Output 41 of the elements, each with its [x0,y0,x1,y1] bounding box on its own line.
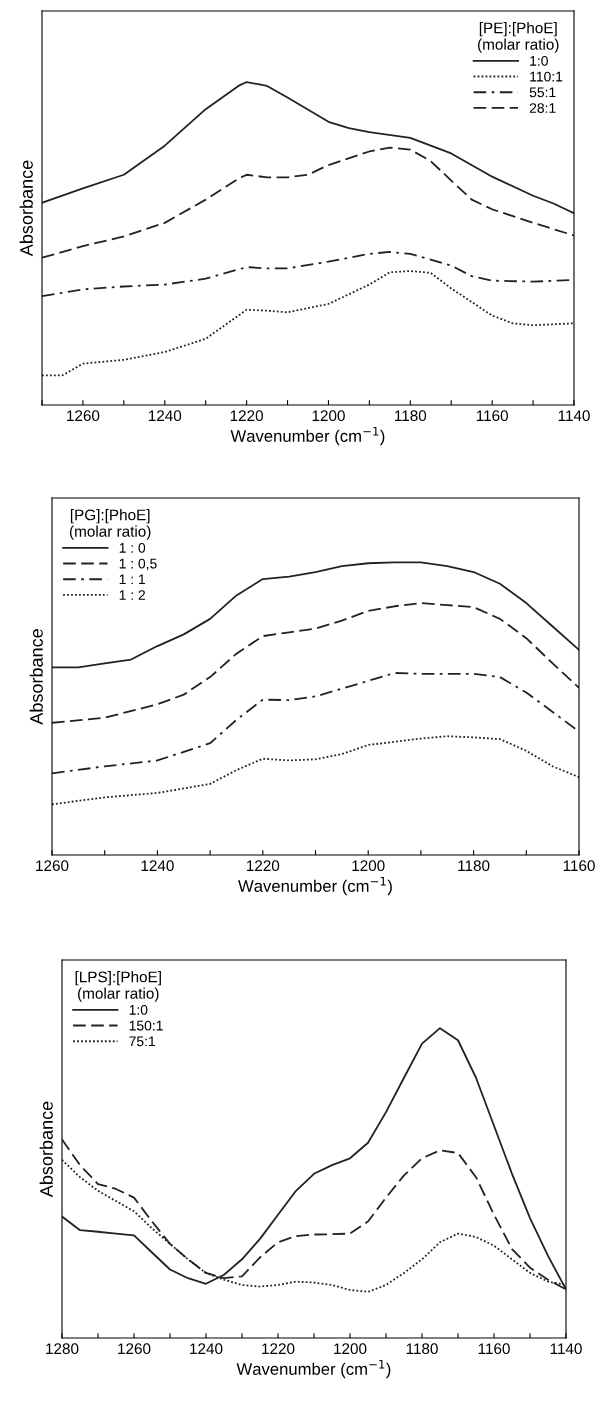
legend-label: 28:1 [529,103,556,113]
legend-title: [PE]:[PhoE] (molar ratio) [478,22,559,53]
x-tick-label: 1240 [190,1343,223,1355]
x-tick-label: 1260 [118,1343,151,1355]
legend-label: 75:1 [129,1036,156,1047]
legend-label: 1 : 1 [119,574,146,585]
legend-label: 1 : 2 [119,590,145,600]
x-axis-title: Wavenumber (cm$^{−1}$) [238,876,392,896]
x-tick-label: 1160 [478,1343,510,1355]
x-tick-label: 1140 [558,410,590,422]
x-tick-label: 1260 [67,410,100,422]
x-tick-label: 1260 [36,860,69,872]
legend-label: 1:0 [530,55,548,66]
x-tick-label: 1220 [246,860,280,872]
x-tick-label: 1240 [141,860,174,872]
x-axis-title: Wavenumber (cm$^{−1}$) [236,1359,391,1379]
x-tick-label: 1200 [312,410,345,422]
x-tick-label: 1220 [262,1343,295,1355]
legend-label: 1 : 0,5 [119,558,157,571]
x-tick-label: 1200 [352,860,385,872]
x-tick-label: 1220 [230,410,264,422]
x-tick-label: 1280 [46,1343,79,1355]
x-tick-label: 1180 [395,410,427,422]
legend-label: 1:0 [129,1004,148,1015]
x-tick-label: 1240 [148,410,182,422]
x-tick-label: 1160 [476,410,508,422]
legend-label: 55:1 [529,87,556,98]
legend-label: 1 : 0 [119,542,146,553]
legend-label: 150:1 [129,1020,163,1031]
legend-title: [LPS]:[PhoE] (molar ratio) [75,971,161,1002]
x-tick-label: 1160 [563,860,595,872]
x-axis-title: Wavenumber (cm$^{−1}$) [230,426,385,446]
x-tick-label: 1200 [334,1343,367,1355]
y-axis-title: Absorbance [29,629,43,725]
y-axis-title: Absorbance [19,160,33,257]
x-tick-label: 1180 [458,860,490,872]
x-tick-label: 1180 [406,1343,438,1355]
y-axis-title: Absorbance [39,1101,53,1198]
x-tick-label: 1140 [550,1343,582,1355]
legend-title: [PG]:[PhoE] (molar ratio) [69,509,151,540]
legend-label: 110:1 [530,71,563,82]
